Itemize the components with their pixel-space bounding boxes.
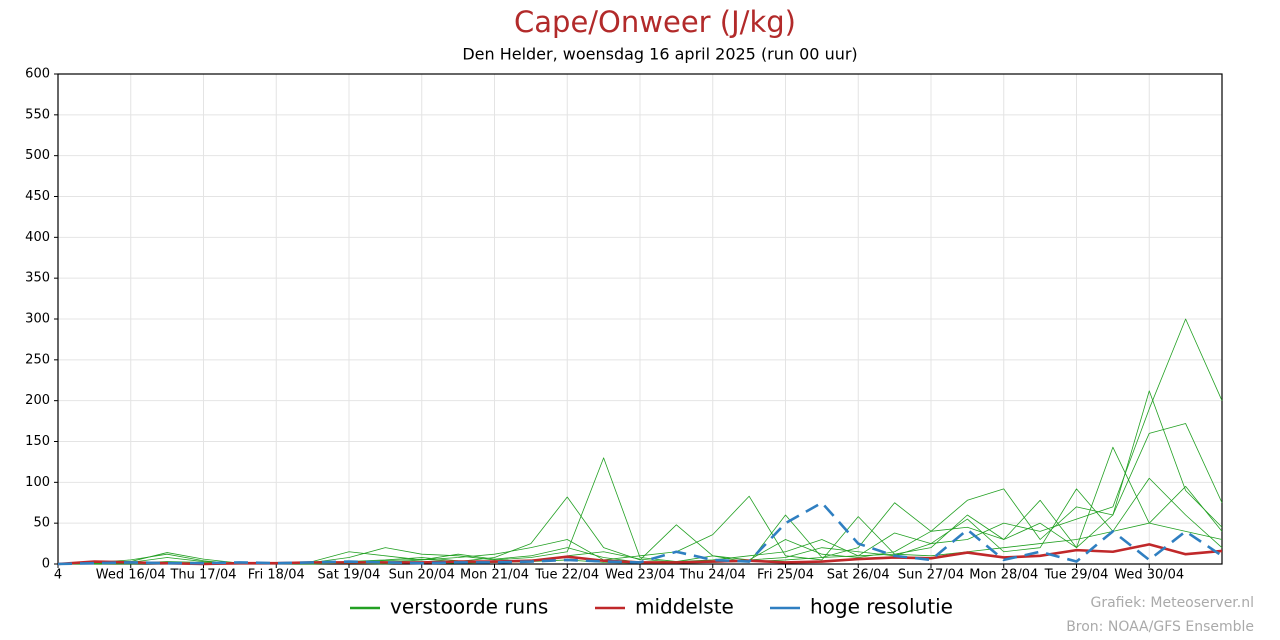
x-tick-label: 4 xyxy=(54,568,62,583)
x-tick-label: Wed 16/04 xyxy=(96,568,166,583)
x-tick-label: Tue 29/04 xyxy=(1044,568,1109,583)
legend-label: verstoorde runs xyxy=(390,595,548,619)
y-tick-label: 200 xyxy=(25,393,50,408)
credit: Bron: NOAA/GFS Ensemble xyxy=(1066,619,1254,635)
y-tick-label: 300 xyxy=(25,312,50,327)
x-tick-label: Sun 27/04 xyxy=(898,568,964,583)
y-tick-label: 100 xyxy=(25,475,50,490)
legend-label: hoge resolutie xyxy=(810,595,953,619)
legend-label: middelste xyxy=(635,595,734,619)
y-tick-label: 500 xyxy=(25,148,50,163)
x-tick-label: Thu 24/04 xyxy=(679,568,746,583)
x-tick-label: Fri 18/04 xyxy=(248,568,305,583)
plot-frame xyxy=(57,73,1223,565)
y-tick-label: 550 xyxy=(25,107,50,122)
y-tick-label: 0 xyxy=(42,557,50,572)
x-tick-label: Sun 20/04 xyxy=(389,568,455,583)
chart-title: Cape/Onweer (J/kg) xyxy=(514,5,796,39)
y-tick-label: 150 xyxy=(25,434,50,449)
y-tick-label: 400 xyxy=(25,230,50,245)
x-tick-label: Mon 28/04 xyxy=(969,568,1038,583)
y-tick-label: 50 xyxy=(33,516,50,531)
credit: Grafiek: Meteoserver.nl xyxy=(1091,595,1255,611)
y-tick-label: 350 xyxy=(25,271,50,286)
y-tick-label: 600 xyxy=(25,67,50,82)
x-tick-label: Tue 22/04 xyxy=(534,568,599,583)
x-tick-label: Thu 17/04 xyxy=(169,568,236,583)
x-tick-label: Sat 19/04 xyxy=(318,568,381,583)
chart-subtitle: Den Helder, woensdag 16 april 2025 (run … xyxy=(462,45,857,64)
series-line xyxy=(57,501,1223,566)
x-tick-label: Fri 25/04 xyxy=(757,568,814,583)
x-tick-label: Sat 26/04 xyxy=(827,568,890,583)
x-tick-label: Wed 30/04 xyxy=(1114,568,1184,583)
y-tick-label: 250 xyxy=(25,352,50,367)
y-tick-label: 450 xyxy=(25,189,50,204)
x-tick-label: Mon 21/04 xyxy=(460,568,529,583)
x-tick-label: Wed 23/04 xyxy=(605,568,675,583)
